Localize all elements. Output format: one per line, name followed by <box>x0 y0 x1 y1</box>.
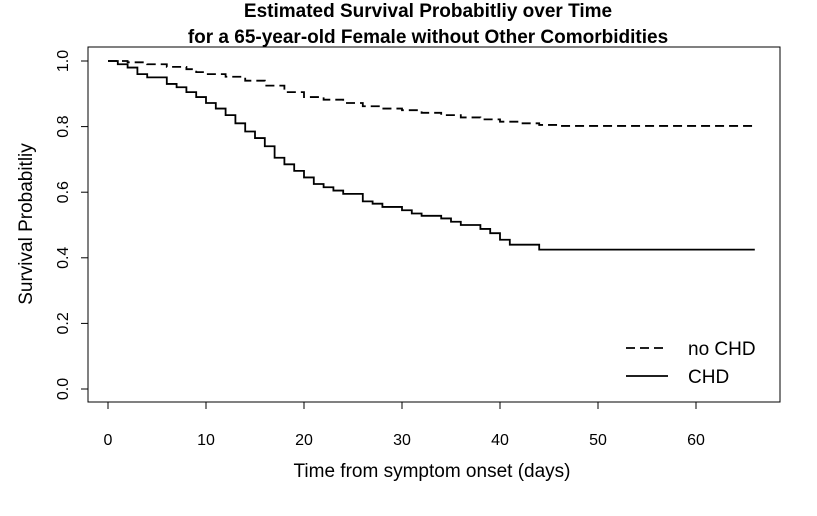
legend: no CHD CHD <box>626 339 756 388</box>
plot-area-frame <box>87 46 781 403</box>
x-tick-label: 60 <box>687 432 705 449</box>
x-tick-label: 0 <box>104 432 113 449</box>
y-tick-label: 0.2 <box>55 312 72 334</box>
y-tick-label: 0.6 <box>55 181 72 203</box>
x-tick-label: 50 <box>589 432 607 449</box>
x-tick-label: 10 <box>197 432 215 449</box>
legend-label: no CHD <box>688 339 756 360</box>
series-line-chd <box>108 60 755 251</box>
y-axis: 0.0 0.2 0.4 0.6 0.8 1.0 <box>55 50 89 400</box>
x-tick-label: 40 <box>491 432 509 449</box>
chart-title: Estimated Survival Probabitliy over Time <box>244 1 612 22</box>
y-axis-label: Survival Probabitliy <box>16 143 37 305</box>
y-tick-label: 0.8 <box>55 115 72 137</box>
y-tick-label: 0.4 <box>55 247 72 269</box>
chart-subtitle: for a 65-year-old Female without Other C… <box>188 27 668 48</box>
y-tick-label: 0.0 <box>55 378 72 400</box>
x-axis-label: Time from symptom onset (days) <box>294 461 571 482</box>
x-tick-label: 30 <box>393 432 411 449</box>
legend-label: CHD <box>688 367 729 388</box>
x-axis: 0 10 20 30 40 50 60 <box>104 401 705 449</box>
x-tick-label: 20 <box>295 432 313 449</box>
series-line-no-chd <box>108 60 755 127</box>
y-tick-label: 1.0 <box>55 50 72 72</box>
series-layer <box>108 60 755 251</box>
